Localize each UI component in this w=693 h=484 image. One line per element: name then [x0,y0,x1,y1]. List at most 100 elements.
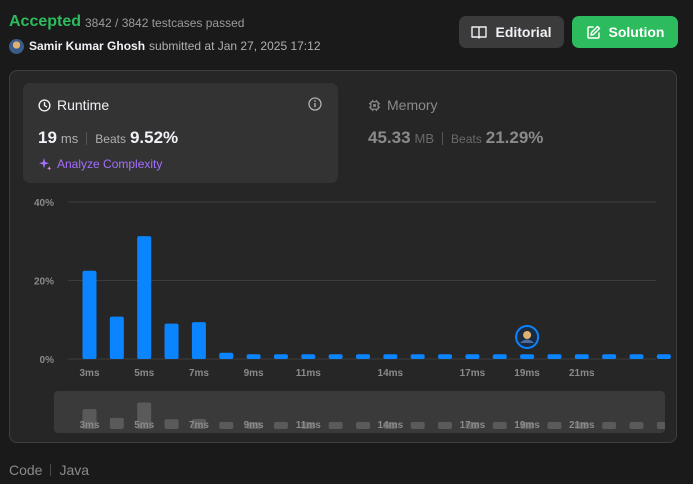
chart-bar[interactable] [328,354,343,359]
submission-header: Accepted 3842 / 3842 testcases passed Sa… [0,0,693,64]
code-label: Code [9,462,43,478]
scrubber-tick-label: 14ms [378,420,404,431]
scrubber-chart[interactable]: 3ms5ms7ms9ms11ms14ms17ms19ms21ms25ms27ms [54,391,665,433]
clock-icon [38,98,51,112]
info-icon[interactable] [308,97,322,111]
runtime-value: 19 [38,128,57,147]
submission-stats-card: Runtime 19 ms Beats 9.52% Analyze Comple… [9,70,677,443]
chart-bar[interactable] [137,236,152,359]
memory-title: Memory [387,97,438,113]
scrubber-bar [383,422,398,429]
divider [442,131,444,145]
chart-bar[interactable] [438,354,453,359]
chart-bar[interactable] [273,354,288,359]
chart-bar[interactable] [602,354,617,359]
x-tick-label: 17ms [460,368,486,379]
edit-icon [586,25,600,39]
scrubber-tick-label: 21ms [569,420,595,431]
memory-beats-label: Beats [451,132,482,146]
submitted-at: submitted at Jan 27, 2025 17:12 [149,39,321,53]
chart-bar[interactable] [109,316,124,359]
y-tick-label: 40% [34,198,54,209]
analyze-label: Analyze Complexity [57,157,163,171]
x-tick-label: 19ms [514,368,540,379]
chart-bar[interactable] [492,354,507,359]
scrubber-tick-label: 19ms [514,420,540,431]
chart-bar[interactable] [301,354,316,359]
avatar-marker-body [520,339,535,343]
avatar[interactable] [9,38,24,54]
chart-bar[interactable] [246,354,261,359]
runtime-panel[interactable]: Runtime 19 ms Beats 9.52% Analyze Comple… [23,83,338,183]
y-tick-label: 20% [34,277,54,288]
editorial-label: Editorial [495,24,552,40]
memory-metrics: 45.33 MB Beats 21.29% [368,128,543,148]
x-tick-label: 7ms [189,368,209,379]
scrubber-bar [602,422,617,429]
submitter-row: Samir Kumar Ghosh submitted at Jan 27, 2… [9,38,321,54]
chart-bar[interactable] [574,354,589,359]
chart-bar[interactable] [656,354,671,359]
scrubber-bar [356,422,370,429]
scrubber-bar [82,409,97,429]
chart-range-scrubber[interactable]: 3ms5ms7ms9ms11ms14ms17ms19ms21ms25ms27ms [54,391,665,433]
code-section-header: Code Java [9,462,89,478]
sparkle-icon [39,158,52,171]
book-icon [471,26,488,39]
scrubber-bar [410,422,425,429]
chart-bar[interactable] [383,354,398,359]
submitter-name[interactable]: Samir Kumar Ghosh [29,39,146,53]
x-tick-label: 14ms [378,368,404,379]
solution-label: Solution [608,24,665,40]
runtime-beats-value: 9.52% [129,128,179,147]
scrubber-tick-label: 11ms [296,420,321,431]
scrubber-bar [465,422,480,429]
memory-value: 45.33 [368,128,411,147]
chart-bar[interactable] [465,354,480,359]
scrubber-bar [438,422,453,429]
chart-bar[interactable] [219,352,234,359]
status-title: Accepted [9,13,82,30]
divider [50,464,52,476]
scrubber-bar [301,422,316,429]
runtime-title: Runtime [57,97,110,113]
divider [86,131,88,145]
memory-panel[interactable]: Memory 45.33 MB Beats 21.29% [353,83,653,183]
solution-button[interactable]: Solution [572,16,678,48]
chart-bar[interactable] [520,354,535,359]
scrubber-tick-label: 5ms [134,420,154,431]
scrubber-bar [191,418,206,429]
y-tick-label: 0% [40,355,55,366]
editorial-button[interactable]: Editorial [459,16,564,48]
memory-unit: MB [414,131,435,146]
analyze-complexity-link[interactable]: Analyze Complexity [38,157,162,171]
runtime-metrics: 19 ms Beats 9.52% [38,128,178,148]
scrubber-tick-label: 3ms [79,420,99,431]
runtime-unit: ms [60,131,79,146]
x-tick-label: 9ms [244,368,264,379]
chart-bar[interactable] [356,354,370,359]
submission-avatar-marker [515,325,540,349]
runtime-distribution-chart[interactable]: 40% 20% 0% 3ms 5ms 7ms 9ms 11ms 14ms 17ms 19ms 21ms… [10,71,678,391]
avatar-marker-face [523,331,532,339]
chart-bar[interactable] [629,354,644,359]
chart-bar[interactable] [547,354,562,359]
runtime-title-row: Runtime [38,97,109,113]
scrubber-bar [164,419,179,429]
scrubber-bar [656,422,665,429]
x-tick-label: 21ms [569,368,595,379]
scrubber-bar [547,422,562,429]
scrubber-tick-label: 7ms [189,420,209,431]
scrubber-bar [574,422,589,429]
chart-bar[interactable] [164,323,179,359]
chart-bar[interactable] [410,354,425,359]
x-tick-label: 3ms [79,368,99,379]
scrubber-bar [219,422,234,429]
x-tick-label: 5ms [134,368,154,379]
scrubber-bar [273,422,288,429]
scrubber-bar [520,422,535,429]
scrubber-tick-label: 9ms [244,420,264,431]
chart-bar[interactable] [191,322,206,359]
chart-bar[interactable] [82,270,97,359]
language-label[interactable]: Java [59,462,90,478]
